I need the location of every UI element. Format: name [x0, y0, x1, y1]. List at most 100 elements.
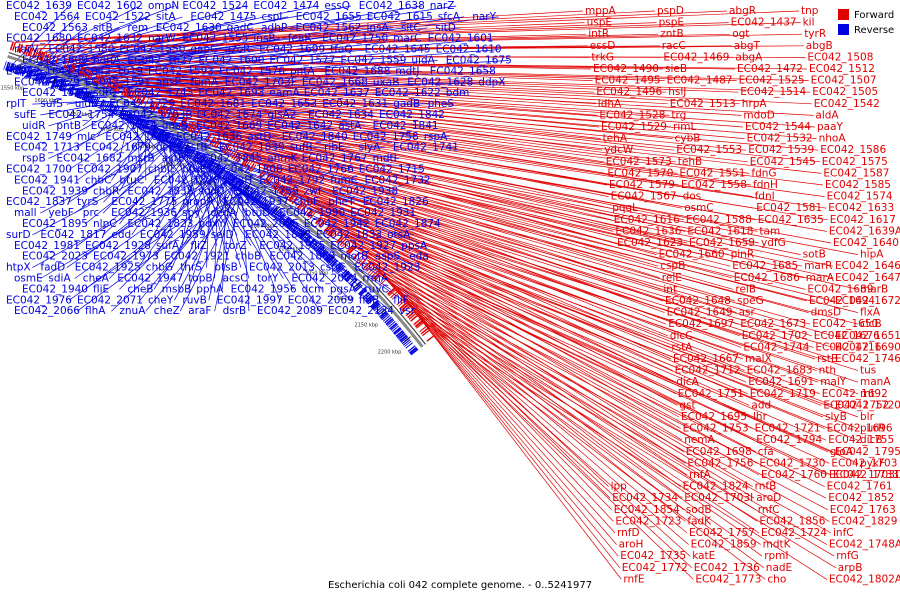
- forward-gene-label: mdtK: [763, 539, 792, 551]
- forward-feature: [65, 61, 70, 71]
- reverse-gene-label: EC042_1630: [156, 22, 222, 34]
- forward-feature: [213, 138, 220, 148]
- reverse-leader: [32, 154, 187, 236]
- tick-mark: [356, 280, 362, 287]
- reverse-feature: [92, 95, 97, 105]
- reverse-leader: [111, 191, 242, 312]
- reverse-feature: [334, 263, 343, 272]
- reverse-feature: [178, 141, 184, 150]
- forward-feature: [211, 137, 218, 146]
- forward-leader: [283, 185, 816, 360]
- reverse-feature: [233, 178, 241, 187]
- reverse-leader: [24, 27, 288, 78]
- reverse-feature: [315, 244, 323, 253]
- forward-feature: [374, 273, 382, 281]
- reverse-feature: [310, 240, 318, 249]
- forward-leader: [381, 274, 828, 511]
- reverse-feature: [139, 119, 145, 128]
- reverse-gene-label: EC042_1828: [154, 174, 220, 186]
- forward-gene-label: EC042_1859: [691, 539, 757, 551]
- forward-feature: [346, 245, 354, 254]
- forward-feature: [160, 107, 167, 116]
- forward-feature: [227, 148, 233, 157]
- forward-leader: [234, 149, 806, 290]
- forward-leader: [259, 166, 739, 325]
- forward-feature: [181, 118, 188, 128]
- reverse-feature: [19, 66, 24, 76]
- forward-feature: [133, 92, 140, 102]
- reverse-feature: [109, 104, 115, 113]
- reverse-gene-label: insA: [367, 22, 390, 34]
- reverse-feature: [313, 243, 321, 251]
- forward-gene-label: EC042_1586: [820, 144, 886, 156]
- reverse-leader: [40, 105, 95, 116]
- forward-gene-label: rnfE: [623, 573, 644, 585]
- reverse-feature: [63, 83, 68, 93]
- forward-leader: [15, 10, 584, 43]
- reverse-leader: [108, 174, 219, 279]
- forward-gene-label: zntB: [660, 28, 684, 40]
- reverse-gene-label: chbF: [294, 196, 319, 208]
- reverse-feature: [163, 132, 169, 142]
- reverse-gene-label: eda: [409, 251, 429, 263]
- reverse-gene-label: EC042_1524: [182, 0, 248, 12]
- reverse-feature: [261, 199, 268, 207]
- reverse-feature: [317, 247, 326, 255]
- reverse-gene-label: yebF: [48, 207, 73, 219]
- reverse-gene-label: cspC: [320, 262, 345, 274]
- forward-gene-label: aldA: [815, 109, 839, 121]
- forward-leader: [35, 33, 803, 50]
- reverse-leader: [210, 169, 242, 268]
- forward-leader: [283, 185, 744, 360]
- forward-gene-label: abgT: [734, 40, 761, 52]
- reverse-feature: [302, 232, 309, 241]
- reverse-gene-label: EC042_1713: [14, 142, 80, 154]
- forward-gene-label: rnfG: [836, 550, 859, 562]
- tick-label: 1800 kbp: [163, 162, 187, 168]
- reverse-feature: [217, 166, 225, 176]
- reverse-gene-label: EC042_1619: [77, 65, 143, 77]
- forward-feature: [387, 287, 396, 296]
- reverse-feature: [395, 330, 404, 338]
- forward-feature: [232, 152, 240, 161]
- forward-gene-label: EC042_1856: [759, 515, 825, 527]
- forward-gene-label: dmsD: [811, 307, 841, 319]
- forward-gene-label: fdnI: [755, 191, 775, 203]
- forward-feature: [104, 78, 109, 87]
- reverse-feature: [204, 158, 211, 167]
- tick-mark: [215, 162, 221, 169]
- reverse-feature: [391, 325, 400, 332]
- reverse-gene-label: EC042_1564: [14, 11, 80, 23]
- reverse-gene-label: torZ: [225, 240, 247, 252]
- reverse-feature: [130, 114, 136, 124]
- forward-leader: [101, 74, 814, 116]
- genome-caption: Escherichia coli 042 complete genome. - …: [328, 580, 592, 591]
- forward-gene-label: blr: [860, 411, 875, 423]
- reverse-leader: [84, 135, 155, 192]
- reverse-gene-label: EC042_1615: [367, 11, 433, 23]
- forward-gene-label: EC042_1691: [748, 376, 814, 388]
- forward-leader: [82, 66, 595, 93]
- forward-leader: [137, 92, 820, 163]
- reverse-feature: [134, 116, 140, 126]
- forward-leader: [82, 66, 811, 93]
- forward-gene-label: intR: [588, 28, 609, 40]
- forward-gene-label: essD: [590, 40, 616, 52]
- reverse-feature: [215, 165, 222, 174]
- forward-feature: [12, 41, 17, 51]
- forward-leader: [119, 83, 817, 139]
- reverse-gene-label: EC042_1931: [350, 207, 416, 219]
- forward-feature: [110, 81, 116, 91]
- reverse-feature: [107, 103, 114, 113]
- forward-leader: [208, 132, 859, 255]
- reverse-feature: [355, 284, 363, 292]
- reverse-gene-label: sufC: [93, 87, 116, 99]
- reverse-gene-label: EC042_1679: [85, 142, 151, 154]
- forward-feature: [29, 48, 34, 57]
- forward-leader: [250, 160, 809, 313]
- forward-feature: [276, 184, 284, 193]
- forward-gene-label: fadK: [687, 515, 712, 527]
- reverse-leader: [15, 16, 149, 75]
- reverse-feature: [362, 291, 370, 299]
- reverse-feature: [410, 348, 419, 356]
